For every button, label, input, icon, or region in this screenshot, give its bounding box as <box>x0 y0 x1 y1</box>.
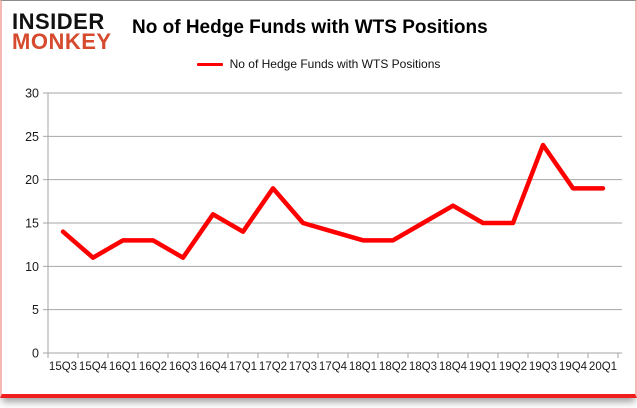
insider-monkey-logo: INSIDER MONKEY <box>12 9 112 55</box>
x-tick-label: 18Q3 <box>409 361 437 373</box>
x-tick-label: 20Q1 <box>589 361 617 373</box>
x-tick-label: 19Q2 <box>499 361 527 373</box>
y-tick-label: 20 <box>25 173 39 187</box>
y-tick-label: 5 <box>32 303 39 317</box>
y-tick-label: 30 <box>25 87 39 101</box>
x-tick-label: 15Q4 <box>79 361 108 373</box>
y-tick-label: 25 <box>25 130 39 144</box>
y-tick-label: 10 <box>25 260 39 274</box>
x-tick-label: 19Q3 <box>529 361 557 373</box>
x-tick-label: 17Q1 <box>229 361 257 373</box>
x-tick-label: 18Q2 <box>379 361 407 373</box>
x-tick-label: 15Q3 <box>49 361 77 373</box>
legend-line-marker <box>196 62 223 66</box>
x-tick-label: 17Q4 <box>319 361 348 373</box>
chart-card: INSIDER MONKEY No of Hedge Funds with WT… <box>0 0 637 398</box>
chart-area: 0 5 10 15 20 25 30 15Q3 15Q4 16Q1 16Q2 16Q3 16Q4 17Q1… <box>2 1 635 393</box>
x-tick-label: 18Q4 <box>439 361 468 373</box>
x-tick-label: 16Q1 <box>109 361 137 373</box>
series-line <box>60 142 606 260</box>
x-tick-label: 17Q2 <box>259 361 287 373</box>
x-tick-label: 19Q1 <box>469 361 497 373</box>
y-tick-label: 0 <box>32 347 39 361</box>
x-tick-label: 16Q2 <box>139 361 167 373</box>
x-tick-label: 16Q4 <box>199 361 228 373</box>
x-tick-label: 16Q3 <box>169 361 197 373</box>
logo-text-monkey: MONKEY <box>12 29 112 55</box>
x-tick-label: 19Q4 <box>559 361 588 373</box>
legend-label: No of Hedge Funds with WTS Positions <box>229 57 441 71</box>
chart-canvas: 0 5 10 15 20 25 30 15Q3 15Q4 16Q1 16Q2 16Q3 16Q4 17Q1… <box>25 87 622 373</box>
page-title: No of Hedge Funds with WTS Positions <box>132 17 488 38</box>
logo-text-insider: INSIDER <box>12 9 105 34</box>
y-tick-label: 15 <box>25 217 39 231</box>
x-tick-label: 18Q1 <box>349 361 377 373</box>
chart-legend: No of Hedge Funds with WTS Positions <box>2 57 635 71</box>
x-tick-label: 17Q3 <box>289 361 317 373</box>
